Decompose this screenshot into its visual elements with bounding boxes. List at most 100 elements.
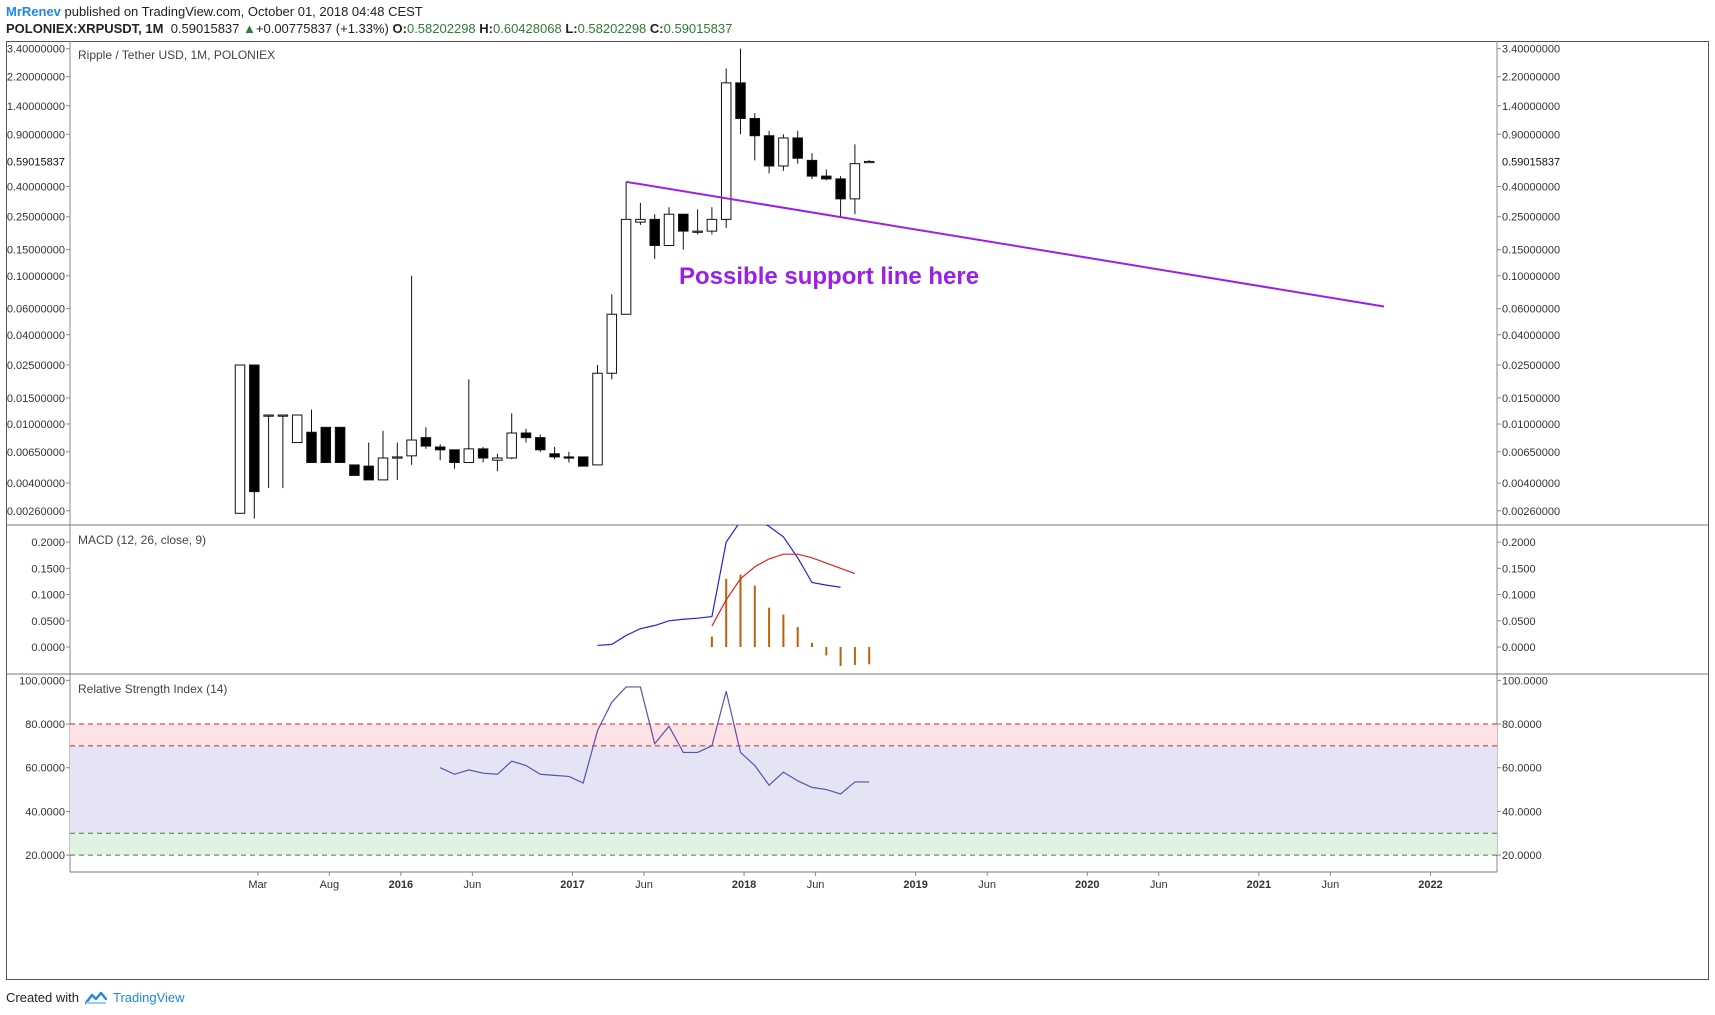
rsi-tick-left: 80.0000: [25, 719, 65, 731]
rsi-oversold-band: [70, 833, 1497, 856]
candle-body: [592, 372, 603, 466]
candle-body: [520, 432, 532, 439]
low-label: L:: [565, 21, 578, 36]
macd-tick-right: 0.0000: [1502, 642, 1536, 654]
candle-body: [635, 218, 646, 223]
candle-body: [492, 457, 503, 461]
candle-body: [663, 213, 675, 246]
price-tick-left: 0.40000000: [7, 181, 65, 193]
time-tick-label: Jun: [635, 879, 653, 891]
macd-tick-right: 0.1000: [1502, 590, 1536, 602]
rsi-tick-right: 60.0000: [1502, 763, 1542, 775]
price-tick-left: 0.02500000: [7, 360, 65, 372]
macd-pane-title: MACD (12, 26, close, 9): [78, 533, 206, 547]
close-value: 0.59015837: [663, 21, 733, 36]
macd-tick-right: 0.2000: [1502, 537, 1536, 549]
candle-body: [277, 414, 289, 417]
open-label: O:: [392, 21, 407, 36]
time-tick-label: Jun: [1322, 879, 1340, 891]
time-tick-label: Aug: [320, 879, 340, 891]
time-tick-label: 2016: [389, 879, 413, 891]
rsi-overbought-band: [70, 724, 1497, 746]
price-tick-right: 0.25000000: [1502, 212, 1560, 224]
price-tick-left: 3.40000000: [7, 44, 65, 56]
last-price-label-right: 0.59015837: [1502, 156, 1560, 168]
time-tick-label: 2018: [732, 879, 756, 891]
chart-frame[interactable]: 3.40000000 3.40000000 2.20000000 2.20000000…: [6, 41, 1709, 980]
candle-body: [477, 448, 489, 459]
price-tick-left: 0.25000000: [7, 212, 65, 224]
price-tick-right: 0.90000000: [1502, 129, 1560, 141]
price-change: +0.00775837 (+1.33%): [255, 21, 389, 36]
symbol-name: POLONIEX:XRPUSDT, 1M: [6, 21, 164, 36]
candle-body: [406, 439, 417, 457]
price-tick-right: 3.40000000: [1502, 44, 1560, 56]
time-tick-label: Mar: [248, 879, 267, 891]
candle-body: [434, 446, 446, 451]
candle-body: [377, 457, 389, 481]
price-tick-left: 0.00260000: [7, 506, 65, 518]
price-tick-left: 0.00400000: [7, 478, 65, 490]
time-tick-label: Jun: [1150, 879, 1168, 891]
candle-body: [720, 82, 732, 220]
candle-body: [706, 218, 718, 232]
symbol-legend: POLONIEX:XRPUSDT, 1M 0.59015837 ▲+0.0077…: [6, 21, 732, 36]
price-tick-left: 0.04000000: [7, 330, 65, 342]
candle-body: [821, 175, 832, 180]
time-tick-label: Jun: [464, 879, 482, 891]
candle-body: [392, 456, 403, 459]
support-annotation: Possible support line here: [679, 263, 979, 290]
price-tick-right: 0.40000000: [1502, 181, 1560, 193]
time-tick-label: 2017: [560, 879, 584, 891]
price-tick-left: 0.01000000: [7, 419, 65, 431]
low-value: 0.58202298: [577, 21, 647, 36]
publish-header: MrRenev published on TradingView.com, Oc…: [6, 4, 423, 19]
candle-body: [749, 117, 761, 137]
candle-body: [577, 456, 589, 467]
price-tick-left: 0.15000000: [7, 245, 65, 257]
chart-border: [6, 41, 1709, 980]
candle-body: [849, 163, 861, 200]
footer: Created with TradingView: [6, 990, 185, 1005]
candle-body: [563, 456, 575, 459]
price-tick-left: 0.90000000: [7, 129, 65, 141]
created-with-text: Created with: [6, 990, 79, 1005]
candle-body: [306, 431, 317, 464]
published-text: published on TradingView.com, October 01…: [64, 4, 423, 19]
candle-body: [620, 218, 632, 315]
price-tick-left: 2.20000000: [7, 72, 65, 84]
macd-tick-left: 0.1000: [31, 590, 65, 602]
price-tick-right: 0.00260000: [1502, 506, 1560, 518]
price-tick-right: 0.04000000: [1502, 330, 1560, 342]
candle-body: [535, 437, 546, 451]
rsi-pane-title: Relative Strength Index (14): [78, 682, 227, 696]
rsi-neutral-band: [70, 745, 1497, 834]
time-tick-label: Jun: [978, 879, 996, 891]
price-tick-right: 2.20000000: [1502, 72, 1560, 84]
open-value: 0.58202298: [406, 21, 476, 36]
candle-body: [349, 464, 360, 476]
candle-body: [806, 159, 818, 177]
price-tick-left: 0.10000000: [7, 271, 65, 283]
candle-body: [649, 218, 660, 246]
price-tick-left: 0.01500000: [7, 393, 65, 405]
candle-body: [549, 453, 560, 458]
time-tick-label: 2021: [1247, 879, 1271, 891]
candle-body: [334, 426, 346, 464]
rsi-line: [439, 686, 870, 795]
price-tick-right: 0.10000000: [1502, 271, 1560, 283]
time-tick-label: 2020: [1075, 879, 1099, 891]
price-tick-right: 0.00650000: [1502, 447, 1560, 459]
rsi-tick-left: 100.0000: [19, 675, 65, 687]
candle-body: [735, 82, 746, 119]
up-arrow-icon: ▲: [243, 21, 256, 36]
rsi-tick-right: 100.0000: [1502, 675, 1548, 687]
tradingview-brand-link[interactable]: TradingView: [112, 990, 185, 1005]
chart-canvas[interactable]: 3.40000000 3.40000000 2.20000000 2.20000000…: [6, 41, 1709, 980]
price-tick-right: 0.02500000: [1502, 360, 1560, 372]
price-tick-right: 0.06000000: [1502, 304, 1560, 316]
author-name[interactable]: MrRenev: [6, 4, 61, 19]
price-tick-right: 0.00400000: [1502, 478, 1560, 490]
rsi-tick-left: 20.0000: [25, 850, 65, 862]
macd-tick-right: 0.0500: [1502, 616, 1536, 628]
